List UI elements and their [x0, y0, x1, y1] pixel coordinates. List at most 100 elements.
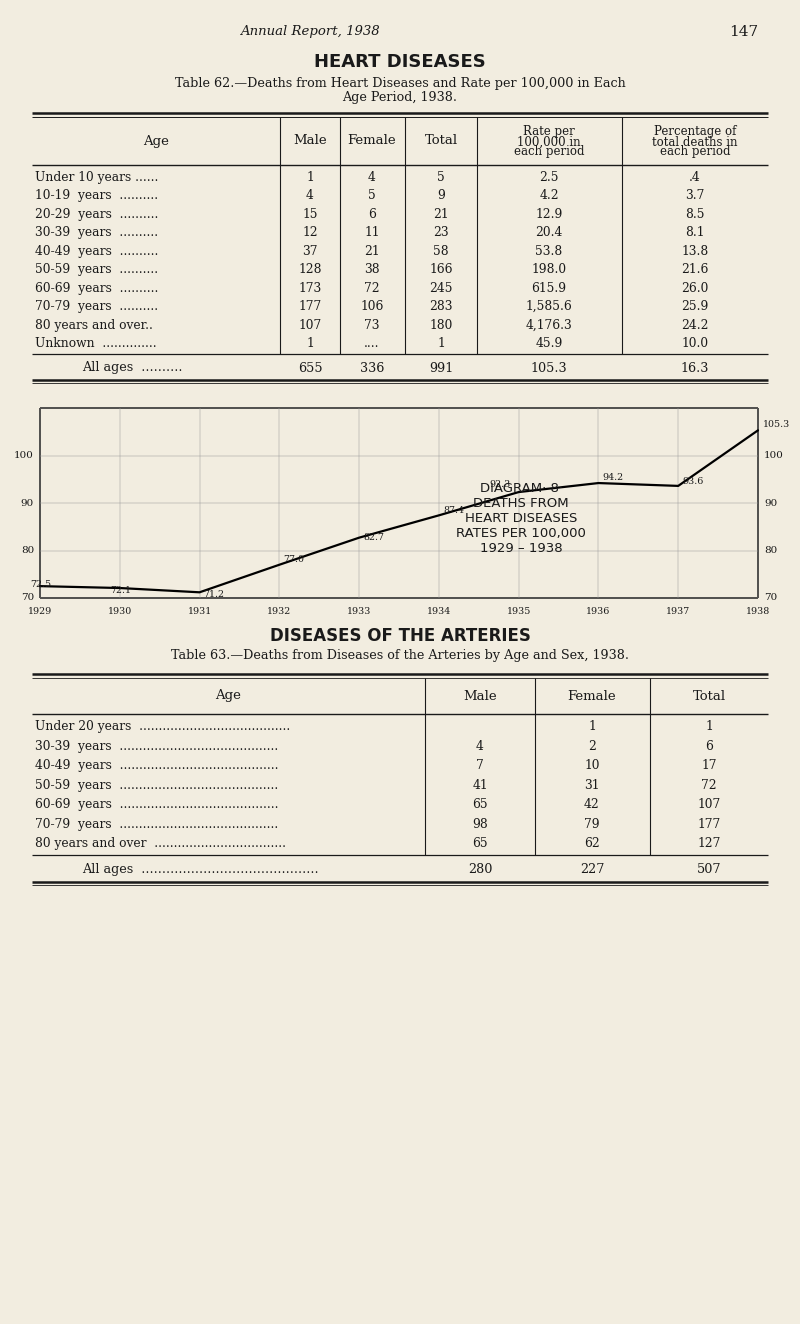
- Text: 8.5: 8.5: [686, 208, 705, 221]
- Text: Female: Female: [348, 135, 396, 147]
- Text: each period: each period: [660, 146, 730, 159]
- Text: ....: ....: [364, 338, 380, 350]
- Text: Annual Report, 1938: Annual Report, 1938: [240, 25, 380, 38]
- Text: 10.0: 10.0: [682, 338, 709, 350]
- Text: All ages  ..........: All ages ..........: [82, 361, 182, 375]
- Text: 655: 655: [298, 361, 322, 375]
- Text: 1935: 1935: [506, 606, 531, 616]
- Text: 72.5: 72.5: [30, 580, 51, 589]
- Text: Male: Male: [463, 690, 497, 703]
- Text: RATES PER 100,000: RATES PER 100,000: [456, 527, 586, 540]
- Text: 107: 107: [698, 798, 721, 812]
- Text: 615.9: 615.9: [531, 282, 566, 294]
- Text: 20.4: 20.4: [535, 226, 562, 240]
- Text: 60-69  years  .........................................: 60-69 years ............................…: [35, 798, 278, 812]
- Text: 41: 41: [472, 779, 488, 792]
- Text: Female: Female: [568, 690, 616, 703]
- Text: 12.9: 12.9: [535, 208, 562, 221]
- Text: 80 years and over..: 80 years and over..: [35, 319, 153, 331]
- Text: 72: 72: [701, 779, 717, 792]
- Text: 82.7: 82.7: [363, 534, 384, 542]
- Text: 98: 98: [472, 818, 488, 830]
- Text: 50-59  years  ..........: 50-59 years ..........: [35, 263, 158, 275]
- Text: Rate per: Rate per: [523, 126, 575, 139]
- Text: Under 10 years ......: Under 10 years ......: [35, 171, 158, 184]
- Text: 62: 62: [584, 837, 600, 850]
- Text: 1934: 1934: [426, 606, 451, 616]
- Text: 147: 147: [729, 25, 758, 38]
- Text: 7: 7: [476, 759, 484, 772]
- Text: 12: 12: [302, 226, 318, 240]
- Text: 173: 173: [298, 282, 322, 294]
- Text: Age: Age: [143, 135, 169, 147]
- Text: Total: Total: [693, 690, 726, 703]
- Text: 198.0: 198.0: [531, 263, 566, 275]
- Text: 1936: 1936: [586, 606, 610, 616]
- Text: 5: 5: [437, 171, 445, 184]
- Text: 280: 280: [468, 863, 492, 876]
- Text: 21.6: 21.6: [682, 263, 709, 275]
- Text: 106: 106: [360, 301, 384, 312]
- Text: 4,176.3: 4,176.3: [526, 319, 572, 331]
- Text: 9: 9: [437, 189, 445, 203]
- Text: 105.3: 105.3: [763, 420, 790, 429]
- Text: 2: 2: [588, 740, 596, 752]
- Text: 45.9: 45.9: [535, 338, 562, 350]
- Text: 70-79  years  .........................................: 70-79 years ............................…: [35, 818, 278, 830]
- Text: Total: Total: [425, 135, 458, 147]
- Text: 72.1: 72.1: [110, 585, 130, 594]
- Text: 1: 1: [306, 338, 314, 350]
- Text: 5: 5: [368, 189, 376, 203]
- Text: 53.8: 53.8: [535, 245, 562, 258]
- Text: Table 62.—Deaths from Heart Diseases and Rate per 100,000 in Each: Table 62.—Deaths from Heart Diseases and…: [174, 77, 626, 90]
- Text: 80: 80: [21, 545, 34, 555]
- Text: 90: 90: [21, 499, 34, 507]
- Text: 1938: 1938: [746, 606, 770, 616]
- Text: 25.9: 25.9: [682, 301, 709, 312]
- Text: 4: 4: [368, 171, 376, 184]
- Text: 15: 15: [302, 208, 318, 221]
- Text: 31: 31: [584, 779, 600, 792]
- Text: 16.3: 16.3: [681, 361, 709, 375]
- Text: 72: 72: [364, 282, 380, 294]
- Text: 30-39  years  .........................................: 30-39 years ............................…: [35, 740, 278, 752]
- Text: 10: 10: [584, 759, 600, 772]
- Text: 11: 11: [364, 226, 380, 240]
- Text: 1930: 1930: [108, 606, 132, 616]
- Text: HEART DISEASES: HEART DISEASES: [314, 53, 486, 71]
- Text: 77.0: 77.0: [283, 555, 304, 564]
- Text: Age Period, 1938.: Age Period, 1938.: [342, 90, 458, 103]
- Text: 1: 1: [705, 720, 713, 733]
- Text: 507: 507: [697, 863, 722, 876]
- Text: 1: 1: [437, 338, 445, 350]
- Text: each period: each period: [514, 146, 584, 159]
- Text: 21: 21: [364, 245, 380, 258]
- Text: 227: 227: [580, 863, 604, 876]
- Text: 1,585.6: 1,585.6: [526, 301, 572, 312]
- Text: 100: 100: [764, 451, 784, 459]
- Text: 40-49  years  ..........: 40-49 years ..........: [35, 245, 158, 258]
- Text: 1: 1: [588, 720, 596, 733]
- Text: 1937: 1937: [666, 606, 690, 616]
- Text: 90: 90: [764, 499, 778, 507]
- Text: 991: 991: [429, 361, 453, 375]
- Text: 71.2: 71.2: [203, 589, 225, 598]
- Text: 10-19  years  ..........: 10-19 years ..........: [35, 189, 158, 203]
- Text: .4: .4: [689, 171, 701, 184]
- Text: 177: 177: [298, 301, 322, 312]
- Text: 13.8: 13.8: [682, 245, 709, 258]
- Text: 70-79  years  ..........: 70-79 years ..........: [35, 301, 158, 312]
- Text: All ages  ...........................................: All ages ...............................…: [82, 863, 318, 876]
- Text: 1: 1: [306, 171, 314, 184]
- Text: DEATHS FROM: DEATHS FROM: [474, 496, 569, 510]
- Text: 1932: 1932: [267, 606, 291, 616]
- Text: 4: 4: [306, 189, 314, 203]
- Text: 283: 283: [430, 301, 453, 312]
- Text: Under 20 years  .......................................: Under 20 years .........................…: [35, 720, 290, 733]
- Text: 87.4: 87.4: [443, 506, 464, 515]
- Text: 245: 245: [430, 282, 453, 294]
- Text: 60-69  years  ..........: 60-69 years ..........: [35, 282, 158, 294]
- Text: 30-39  years  ..........: 30-39 years ..........: [35, 226, 158, 240]
- Text: 65: 65: [472, 798, 488, 812]
- Text: 6: 6: [368, 208, 376, 221]
